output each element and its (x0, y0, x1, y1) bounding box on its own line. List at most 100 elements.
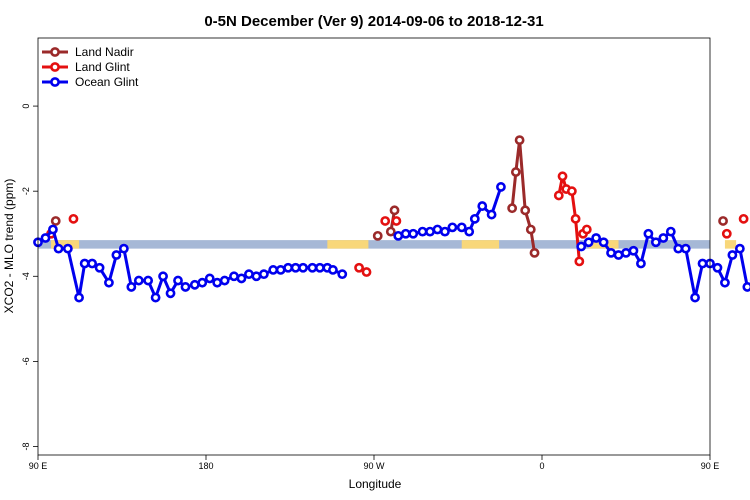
ocean-glint-point-0-9 (104, 277, 114, 288)
ocean-glint-point-0-5 (74, 292, 84, 303)
ocean-glint-point-0-21 (197, 277, 208, 288)
ocean-glint-point-1-3 (417, 226, 428, 237)
series-layer (33, 135, 750, 303)
series-land-nadir (50, 135, 728, 258)
x-tick-label-1: 180 (198, 461, 213, 471)
ocean-glint-point-2-22 (742, 282, 750, 292)
chart-title: 0-5N December (Ver 9) 2014-09-06 to 2018… (204, 13, 543, 30)
ocean-glint-point-0-8 (94, 262, 105, 273)
ocean-glint-point-0-7 (87, 258, 98, 269)
land-nadir-point-3-4 (525, 224, 536, 235)
ocean-glint-point-0-20 (189, 279, 200, 290)
land-glint-point-1-0 (68, 213, 79, 224)
ocean-glint-point-0-33 (290, 262, 301, 273)
ocean-glint-point-0-16 (158, 271, 168, 282)
ocean-glint-point-2-20 (727, 250, 738, 260)
land-glint-point-4-0 (391, 216, 402, 226)
x-tick-label-3: 0 (539, 461, 544, 471)
land-nadir-point-1-0 (372, 230, 383, 241)
ocean-glint-point-2-16 (697, 258, 708, 269)
land-nadir-point-0-0 (50, 216, 61, 226)
land-glint-point-2-1 (361, 267, 372, 277)
ocean-glint-point-2-3 (598, 237, 609, 248)
y-tick-label-3: -6 (21, 357, 31, 365)
ocean-glint-point-0-36 (314, 262, 325, 273)
ocean-glint-point-2-19 (720, 277, 730, 288)
ocean-glint-point-0-12 (126, 282, 137, 292)
ocean-glint-point-0-19 (180, 282, 191, 292)
legend-swatch-marker (50, 47, 60, 57)
ocean-glint-point-1-6 (440, 226, 450, 237)
ocean-glint-point-2-1 (583, 237, 594, 248)
ocean-glint-point-2-0 (576, 241, 587, 252)
x-tick-label-0: 90 E (29, 461, 48, 471)
legend-item-land-glint: Land Glint (42, 60, 130, 74)
ocean-glint-point-2-7 (628, 245, 639, 256)
land-nadir-point-3-3 (520, 205, 531, 216)
ocean-glint-point-0-26 (236, 273, 247, 284)
y-tick-label-1: -2 (21, 187, 31, 195)
ocean-glint-point-1-9 (464, 226, 475, 237)
land-glint-point-5-3 (566, 186, 577, 197)
ocean-glint-point-0-30 (268, 265, 279, 275)
ocean-glint-point-2-10 (650, 237, 661, 248)
ocean-glint-point-2-18 (712, 262, 723, 273)
land-nadir-point-3-0 (507, 203, 518, 214)
legend-swatch-marker (50, 77, 60, 87)
ocean-glint-point-2-21 (734, 243, 745, 254)
land-nadir-point-2-1 (389, 205, 400, 216)
land-segment-0 (51, 240, 80, 249)
ocean-glint-point-1-0 (393, 230, 404, 241)
ocean-glint-point-0-6 (79, 258, 90, 269)
ocean-glint-point-0-18 (173, 275, 183, 286)
ocean-glint-point-0-2 (48, 224, 58, 235)
ocean-glint-point-0-10 (111, 250, 122, 260)
ocean-glint-point-0-17 (165, 288, 176, 299)
ocean-glint-point-0-3 (53, 243, 64, 254)
ocean-glint-point-0-23 (212, 277, 223, 288)
ocean-glint-point-1-1 (400, 228, 411, 239)
ocean-glint-point-0-13 (133, 275, 144, 286)
ocean-glint-point-0-25 (229, 271, 239, 282)
ocean-glint-point-1-7 (447, 222, 458, 233)
land-nadir-point-3-2 (514, 135, 525, 146)
ocean-glint-point-0-34 (298, 262, 308, 273)
land-segment-2 (461, 240, 500, 249)
ocean-glint-point-0-11 (118, 243, 129, 254)
legend-label: Land Nadir (75, 45, 134, 59)
ocean-glint-point-0-39 (337, 269, 348, 280)
ocean-glint-point-1-12 (486, 209, 497, 220)
y-tick-label-4: -8 (21, 442, 31, 450)
land-nadir-point-3-5 (529, 247, 540, 258)
ocean-glint-point-2-11 (658, 233, 669, 243)
land-nadir-line-3 (510, 138, 537, 254)
land-glint-point-5-0 (553, 190, 564, 201)
ocean-glint-point-2-13 (673, 243, 684, 254)
ocean-band (38, 240, 710, 249)
ocean-glint-point-1-4 (425, 226, 435, 237)
y-tick-label-0: 0 (21, 104, 31, 109)
land-glint-point-3-0 (380, 216, 391, 226)
land-nadir-point-3-1 (510, 167, 521, 177)
x-axis: 90 E 180 90 W 0 90 E (29, 455, 719, 471)
ocean-glint-point-1-8 (456, 222, 467, 233)
ocean-glint-point-1-11 (477, 201, 488, 211)
ocean-glint-point-0-28 (251, 271, 262, 282)
land-glint-point-5-1 (557, 171, 568, 182)
land-glint-point-8-0 (738, 213, 749, 224)
ocean-glint-point-0-35 (307, 262, 318, 273)
legend-item-land-nadir: Land Nadir (42, 45, 134, 59)
ocean-glint-point-0-14 (143, 275, 154, 286)
ocean-glint-point-2-5 (613, 250, 624, 260)
ocean-glint-point-0-22 (204, 273, 215, 284)
ocean-glint-point-1-10 (469, 213, 480, 224)
land-segment-1 (327, 240, 369, 249)
ocean-glint-point-2-2 (591, 233, 602, 243)
x-tick-label-2: 90 W (363, 461, 385, 471)
legend-label: Land Glint (75, 60, 130, 74)
land-segment-4 (724, 240, 737, 249)
ocean-glint-point-2-12 (665, 226, 676, 237)
ocean-glint-point-2-6 (621, 247, 631, 258)
y-tick-label-2: -4 (21, 272, 31, 280)
